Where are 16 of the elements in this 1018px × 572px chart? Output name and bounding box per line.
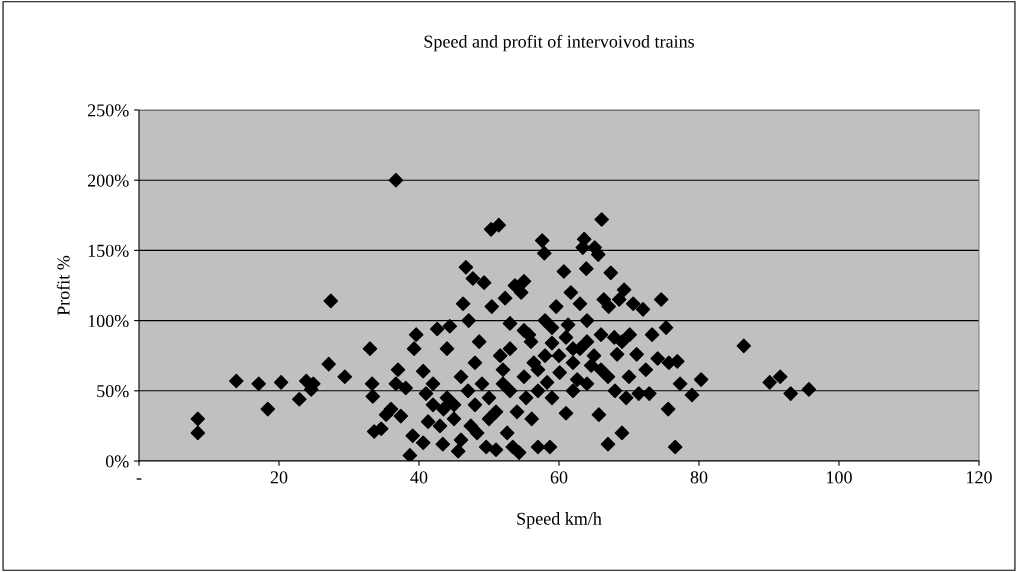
y-tick-label: 200%	[87, 174, 129, 187]
x-tick-label: 120	[967, 471, 992, 484]
x-tick-label: 60	[550, 471, 568, 484]
x-tick-label: 40	[410, 471, 428, 484]
y-tick-label: 150%	[88, 244, 129, 257]
chart-title: Speed and profit of intervoivod trains	[424, 34, 694, 52]
y-tick-label: 250%	[87, 104, 129, 117]
y-tick-label: 100%	[88, 314, 129, 328]
y-tick-label: 0%	[105, 455, 129, 468]
x-axis-title: Speed km/h	[517, 512, 602, 529]
x-tick-label: 80	[690, 471, 708, 484]
x-tick-label: -	[136, 478, 142, 480]
y-tick-label: 50%	[97, 385, 129, 398]
x-tick-label: 100	[827, 471, 852, 484]
y-axis-title: Profit %	[56, 255, 70, 316]
x-tick-label: 20	[270, 471, 288, 484]
